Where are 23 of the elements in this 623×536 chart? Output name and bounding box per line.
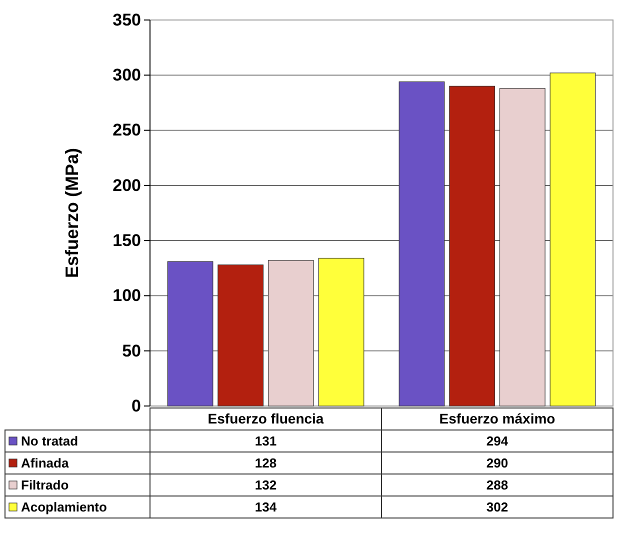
y-tick-label: 150: [112, 231, 141, 250]
legend-label: Acoplamiento: [21, 500, 108, 515]
y-tick-label: 100: [112, 286, 141, 306]
data-label: 132: [254, 478, 277, 493]
data-label: 290: [486, 456, 508, 471]
data-label: 302: [486, 500, 508, 515]
legend-label: Afinada: [21, 456, 70, 471]
y-tick-label: 50: [122, 341, 141, 360]
data-label: 134: [254, 500, 278, 515]
y-tick-label: 350: [112, 10, 141, 30]
data-label: 131: [254, 434, 277, 449]
legend-label: Filtrado: [21, 478, 69, 493]
x-tick-label: Esfuerzo fluencia: [208, 410, 324, 426]
data-label: 128: [254, 456, 277, 471]
legend-label: No tratad: [21, 434, 78, 449]
y-tick-label: 250: [112, 120, 141, 140]
y-axis-title: Esfuerzo (MPa): [62, 148, 82, 278]
data-label: 294: [486, 434, 509, 449]
y-tick-label: 300: [112, 66, 141, 85]
y-tick-label: 0: [132, 396, 141, 416]
data-label: 288: [486, 478, 508, 493]
x-tick-label: Esfuerzo máximo: [439, 410, 556, 426]
y-tick-label: 200: [112, 176, 141, 195]
